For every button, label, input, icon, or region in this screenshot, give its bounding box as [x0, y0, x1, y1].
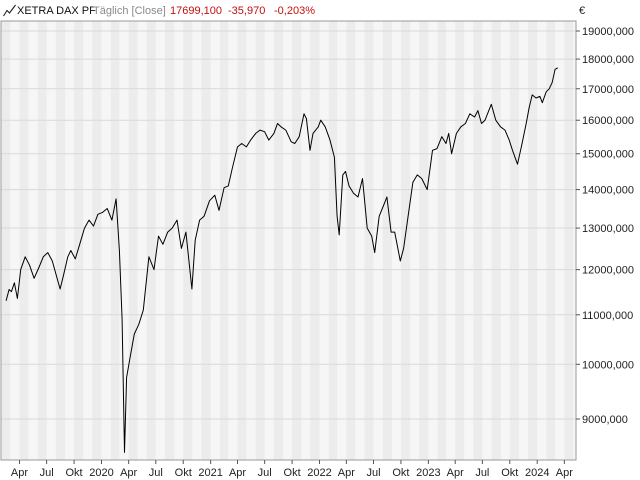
- month-band: [19, 21, 29, 460]
- x-tick-label: Jul: [258, 467, 272, 479]
- month-band: [92, 21, 102, 460]
- month-band: [400, 21, 411, 460]
- x-tick-label: 2022: [307, 467, 331, 479]
- instrument-name: XETRA DAX PF: [17, 5, 96, 17]
- month-band: [128, 21, 138, 460]
- y-tick-label: 12000,000: [582, 265, 634, 277]
- x-tick-label: Apr: [338, 467, 355, 479]
- plot-background: [1, 21, 576, 460]
- x-tick-label: Okt: [501, 467, 518, 479]
- x-tick-label: Apr: [229, 467, 246, 479]
- x-tick-label: Apr: [447, 467, 464, 479]
- month-band: [437, 21, 446, 460]
- y-tick-label: 10000,000: [582, 359, 634, 371]
- y-tick-label: 18000,000: [582, 54, 634, 66]
- y-tick-label: 17000,000: [582, 84, 634, 96]
- price-change: -35,970: [228, 5, 266, 17]
- month-band: [419, 21, 429, 460]
- interval-mode[interactable]: Täglich [Close]: [93, 5, 166, 17]
- month-band: [310, 21, 320, 460]
- month-band: [201, 21, 211, 460]
- last-price: 17699,100: [170, 5, 222, 17]
- month-band: [546, 21, 556, 460]
- month-band: [219, 21, 229, 460]
- month-band: [364, 21, 374, 460]
- y-tick-label: 16000,000: [582, 115, 634, 127]
- month-band: [110, 21, 120, 460]
- month-band: [382, 21, 392, 460]
- plot-frame: [0, 20, 577, 461]
- y-tick-label: 15000,000: [582, 149, 634, 161]
- x-tick-label: Jul: [40, 467, 54, 479]
- month-band: [346, 21, 356, 460]
- y-tick-label: 19000,000: [582, 26, 634, 38]
- month-band: [146, 21, 156, 460]
- currency-label: €: [579, 5, 585, 17]
- month-band: [37, 21, 47, 460]
- month-band: [255, 21, 265, 460]
- x-tick-label: Apr: [556, 467, 573, 479]
- y-tick-label: 11000,000: [582, 310, 633, 322]
- x-tick-label: 2023: [416, 467, 440, 479]
- month-band: [165, 21, 175, 460]
- price-change-percent: -0,203%: [274, 5, 315, 17]
- month-band: [74, 21, 84, 460]
- month-band: [564, 21, 574, 460]
- x-tick-label: 2024: [525, 467, 549, 479]
- month-band: [527, 21, 538, 460]
- line-chart-icon[interactable]: [3, 4, 16, 17]
- month-band: [509, 21, 520, 460]
- month-band: [455, 21, 465, 460]
- x-tick-label: Jul: [475, 467, 489, 479]
- series-line-0: [5, 67, 559, 453]
- month-band: [237, 21, 247, 460]
- x-tick-label: Jul: [149, 467, 163, 479]
- x-tick-label: 2020: [89, 467, 113, 479]
- y-tick-label: 9000,000: [582, 414, 628, 426]
- x-tick-label: Okt: [284, 467, 301, 479]
- month-band: [273, 21, 284, 460]
- month-band: [292, 21, 302, 460]
- month-band: [491, 21, 501, 460]
- x-tick-label: 2021: [198, 467, 222, 479]
- y-tick-label: 13000,000: [582, 223, 634, 235]
- y-tick-label: 14000,000: [582, 185, 634, 197]
- month-band: [328, 21, 338, 460]
- x-tick-label: Okt: [66, 467, 83, 479]
- month-band: [1, 21, 11, 460]
- x-tick-label: Jul: [366, 467, 380, 479]
- month-band: [473, 21, 483, 460]
- month-band: [183, 21, 193, 460]
- month-band: [55, 21, 66, 460]
- x-tick-label: Okt: [392, 467, 409, 479]
- x-tick-label: Apr: [11, 467, 28, 479]
- x-tick-label: Apr: [120, 467, 137, 479]
- x-tick-label: Okt: [175, 467, 192, 479]
